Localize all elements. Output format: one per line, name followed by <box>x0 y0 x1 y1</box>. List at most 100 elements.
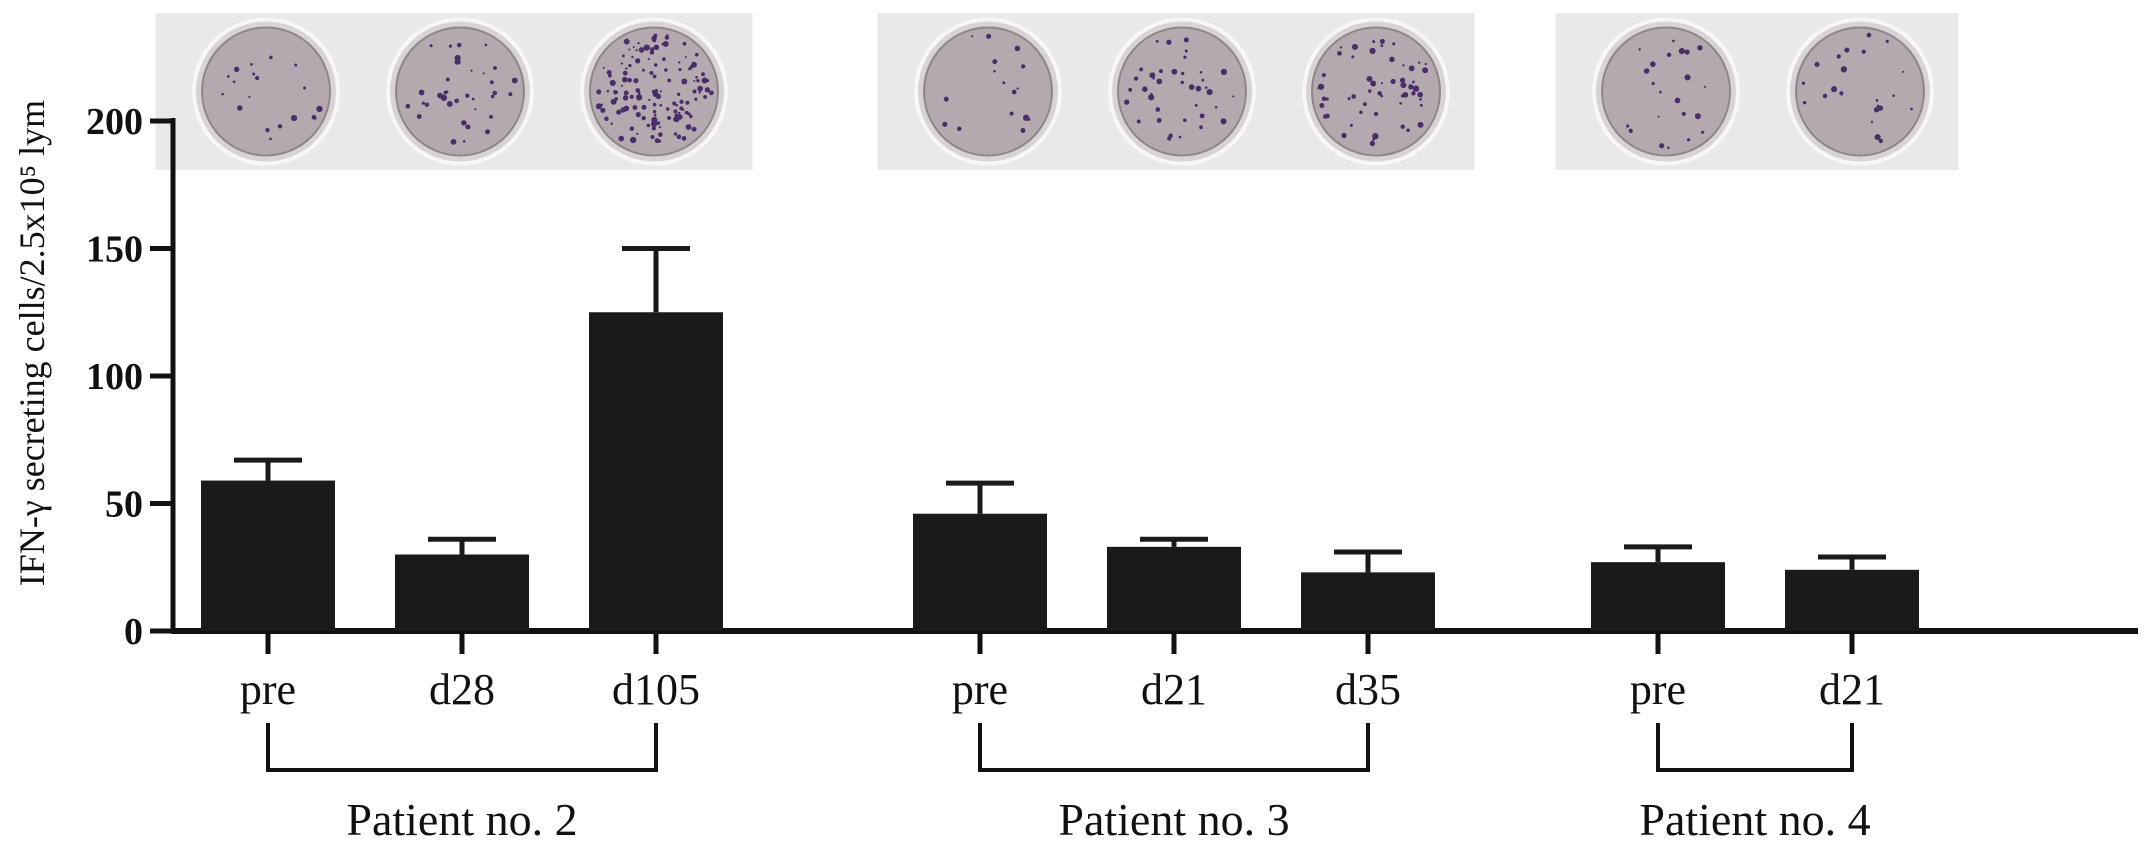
well-spot <box>620 84 623 87</box>
well-spot <box>672 101 677 106</box>
well-spot <box>1359 110 1363 114</box>
well-spot <box>621 54 625 58</box>
well-spot <box>655 93 662 100</box>
well-spot <box>489 80 494 85</box>
y-axis-label: IFN-γ secreting cells/2.5x10⁵ lym <box>12 100 52 586</box>
well-spot <box>635 58 641 64</box>
well-spot <box>461 120 467 126</box>
well-spot <box>942 121 948 127</box>
well-spot <box>450 138 457 145</box>
well-spot <box>692 89 697 94</box>
well-spot <box>649 71 654 76</box>
well-spot <box>1674 97 1681 104</box>
well-spot <box>662 41 669 47</box>
well-spot <box>1839 91 1844 96</box>
well-spot <box>493 66 497 70</box>
well-spot <box>1199 125 1203 130</box>
well-spot <box>508 92 513 97</box>
well-spot <box>1402 91 1409 98</box>
well-spot <box>1206 89 1213 96</box>
category-label: pre <box>1630 665 1686 714</box>
category-label: d21 <box>1819 665 1885 714</box>
well-spot <box>623 38 630 45</box>
well-spot <box>618 135 625 142</box>
well-spot <box>622 95 629 101</box>
well-spot <box>694 97 698 101</box>
well-spot <box>1419 98 1422 101</box>
well-spot <box>666 34 669 37</box>
well-spot <box>269 55 273 60</box>
well-spot <box>1861 49 1866 54</box>
category-label: pre <box>240 665 296 714</box>
well-spot <box>437 92 443 99</box>
well-spot <box>658 126 662 129</box>
well-spot <box>1204 86 1208 89</box>
well-spot <box>956 126 962 131</box>
well-spot <box>1399 101 1402 105</box>
y-tick-label: 200 <box>86 101 143 143</box>
well-spot <box>676 92 681 96</box>
well-spot <box>465 124 471 130</box>
well-spot <box>993 70 996 73</box>
well-spot <box>673 132 678 136</box>
well-spot <box>474 108 477 111</box>
well-spot <box>446 101 453 107</box>
well-spot <box>643 44 650 51</box>
well-spot <box>1802 100 1807 105</box>
well-spot <box>659 103 663 107</box>
well-spot <box>1681 111 1686 117</box>
well-spot <box>1016 87 1019 90</box>
well-spot <box>654 89 659 93</box>
well-spot <box>635 111 641 118</box>
well-spot <box>687 112 690 115</box>
well-spot <box>1424 62 1427 66</box>
well-spot <box>1220 68 1228 75</box>
well-membrane <box>201 26 331 157</box>
well-spot <box>648 98 651 102</box>
elispot-well-image <box>877 13 1087 170</box>
well-spot <box>629 94 634 99</box>
well-spot <box>703 94 708 99</box>
well-spot <box>610 122 613 125</box>
well-spot <box>1188 84 1195 90</box>
well-spot <box>673 109 678 114</box>
well-spot <box>1369 140 1376 147</box>
well-spot <box>1156 78 1163 85</box>
category-label: pre <box>952 665 1008 714</box>
well-spot <box>622 76 628 83</box>
well-spot <box>1136 119 1141 124</box>
well-spot <box>616 109 622 115</box>
well-spot <box>620 107 626 113</box>
well-spot <box>656 121 661 125</box>
well-spot <box>221 92 224 96</box>
well-spot <box>652 110 657 114</box>
well-spot <box>1180 71 1185 76</box>
well-spot <box>265 127 270 133</box>
well-spot <box>1875 98 1879 102</box>
well-spot <box>1178 135 1182 139</box>
well-spot <box>303 86 307 90</box>
well-spot <box>1650 61 1656 67</box>
well-spot <box>698 91 701 94</box>
well-spot <box>652 102 657 107</box>
well-membrane <box>1311 26 1441 157</box>
well-spot <box>600 107 606 113</box>
well-spot <box>1408 65 1415 72</box>
well-spot <box>462 140 466 143</box>
group-label: Patient no. 4 <box>1639 794 1870 845</box>
well-spot <box>678 67 682 72</box>
well-spot <box>610 98 617 105</box>
well-spot <box>227 75 230 78</box>
well-membrane <box>923 26 1053 157</box>
well-spot <box>470 69 473 72</box>
well-spot <box>1836 54 1841 59</box>
well-spot <box>636 94 643 101</box>
well-spot <box>971 35 974 38</box>
well-spot <box>1814 61 1820 67</box>
well-spot <box>471 97 475 101</box>
well-spot <box>1408 84 1414 90</box>
well-spot <box>1128 87 1133 92</box>
well-spot <box>641 104 647 110</box>
well-spot <box>604 116 609 122</box>
